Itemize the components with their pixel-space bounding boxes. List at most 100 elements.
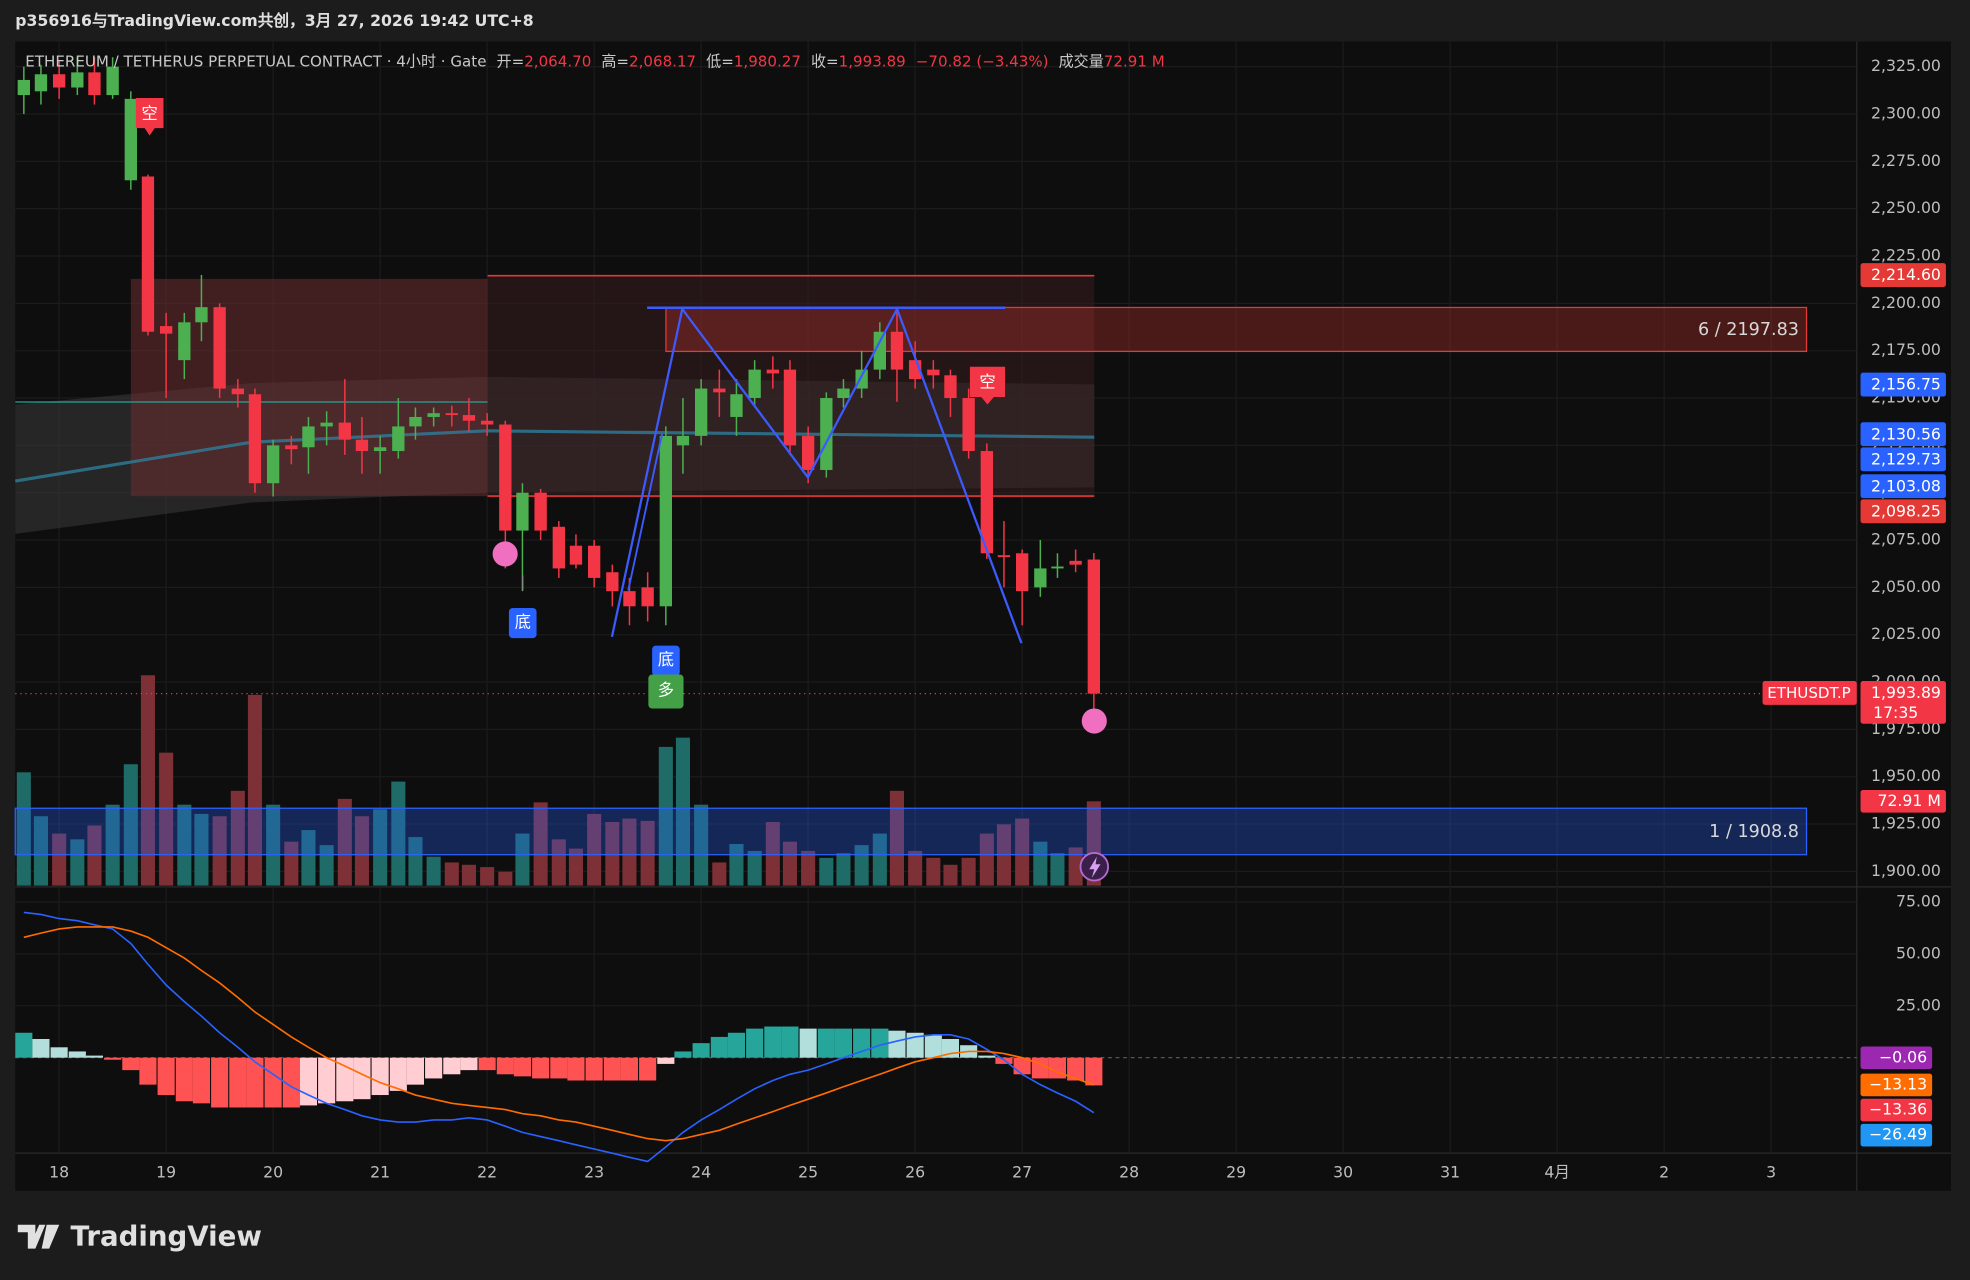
histogram-bar — [68, 1051, 86, 1058]
x-tick-label: 31 — [1440, 1163, 1460, 1182]
histogram-bar — [1085, 1057, 1103, 1086]
candle-body — [141, 176, 155, 332]
y-tick-label: 2,200.00 — [1871, 293, 1941, 312]
x-tick-label: 23 — [584, 1163, 604, 1182]
candle-body — [766, 369, 779, 374]
candle-body — [676, 435, 690, 446]
volume-bar — [426, 856, 441, 886]
signal-tag: 空 — [969, 366, 1006, 405]
candle-body — [480, 420, 494, 425]
price-label: 2,130.56 — [1871, 424, 1941, 443]
histogram-bar — [550, 1057, 568, 1079]
legend-item: 低= — [706, 52, 734, 70]
y-tick-label: 50.00 — [1896, 943, 1941, 962]
x-tick-label: 3 — [1766, 1163, 1776, 1182]
histogram-bar — [834, 1028, 853, 1058]
volume-bar — [1050, 853, 1065, 886]
histogram-bar — [727, 1032, 746, 1058]
y-tick-label: 1,950.00 — [1871, 766, 1941, 785]
alert-bolt — [1089, 856, 1101, 879]
candle-body — [213, 307, 226, 389]
histogram-bar — [104, 1057, 122, 1060]
tag-shape — [969, 366, 1006, 405]
x-tick-label: 24 — [691, 1163, 711, 1182]
volume-bar — [284, 841, 299, 886]
legend-item: 1,993.89 — [839, 52, 906, 70]
tag-shape — [508, 607, 537, 639]
candle-body — [1015, 553, 1029, 592]
volume-bar — [1015, 818, 1030, 886]
marker-dot — [1081, 708, 1107, 734]
candle-body — [106, 66, 119, 96]
legend-item: 2,068.17 — [629, 52, 696, 70]
histogram-bar — [764, 1026, 782, 1058]
candle-body — [409, 416, 422, 427]
candle-body — [801, 435, 815, 470]
candle-body — [713, 388, 726, 393]
candle-body — [427, 413, 440, 417]
zone-label: 6 / 2197.83 — [1698, 320, 1799, 340]
volume-bar — [177, 804, 192, 886]
candle-body — [178, 322, 191, 361]
histogram-bar — [175, 1057, 193, 1102]
histogram-bar — [85, 1055, 104, 1058]
x-tick-label: 20 — [263, 1163, 283, 1182]
tag-shape — [135, 97, 164, 136]
price-label: 2,103.08 — [1871, 476, 1941, 495]
volume-bar — [640, 820, 655, 886]
volume-bar — [444, 862, 459, 886]
zigzag — [627, 433, 664, 591]
histogram-bar — [657, 1057, 675, 1064]
countdown: 17:35 — [1873, 703, 1918, 722]
price-label-box — [1860, 474, 1946, 499]
histogram-bar — [246, 1057, 264, 1108]
price-label-box — [1860, 681, 1946, 724]
volume-bar — [765, 822, 780, 886]
candle-body — [606, 572, 619, 592]
histogram-bar — [406, 1057, 425, 1085]
legend-item: 2,064.70 — [524, 52, 591, 70]
price-label: 1,993.89 — [1871, 683, 1941, 702]
candle-body — [534, 492, 547, 531]
price-label-box — [1860, 263, 1946, 288]
candle-body — [837, 388, 850, 399]
candle-body — [499, 424, 512, 531]
candle-body — [1087, 559, 1101, 694]
volume-bar — [694, 804, 709, 886]
volume-bar — [979, 833, 994, 886]
y-tick-label: 2,075.00 — [1871, 530, 1941, 549]
volume-bar — [782, 841, 797, 886]
volume-bar — [498, 871, 513, 886]
x-tick-label: 2 — [1659, 1163, 1669, 1182]
tag-text: 空 — [979, 373, 995, 392]
volume-bar — [480, 867, 495, 886]
histogram-bar — [229, 1057, 247, 1108]
histogram-bar — [478, 1057, 496, 1071]
zigzag — [610, 306, 1023, 644]
y-tick-label: 1,900.00 — [1871, 861, 1941, 880]
histogram-bar — [318, 1057, 336, 1104]
histogram-bar — [746, 1028, 764, 1058]
legend-item: ETHEREUM / TETHERUS PERPETUAL CONTRACT ·… — [25, 52, 486, 70]
histogram-bar — [532, 1057, 550, 1079]
candle-body — [338, 422, 351, 440]
volume — [16, 675, 1101, 886]
candle-body — [997, 555, 1011, 558]
candle-body — [88, 72, 101, 96]
histogram-bar — [1067, 1057, 1085, 1081]
candle-body — [1034, 568, 1047, 588]
logo-text: TradingView — [71, 1219, 262, 1252]
histogram-bar — [906, 1032, 924, 1058]
candle-body — [873, 331, 886, 370]
candle-body — [445, 413, 458, 416]
volume-bar — [105, 804, 120, 886]
volume-bar — [836, 853, 851, 886]
chart-area — [15, 41, 1951, 1191]
macd-label-box — [1860, 1098, 1933, 1122]
zones: 6 / 2197.83 1 / 1908.8 — [14, 274, 1857, 856]
histogram-bar — [443, 1057, 461, 1075]
histogram-bar — [781, 1026, 799, 1058]
histogram-bar — [692, 1043, 710, 1058]
volume-bar — [194, 813, 209, 886]
